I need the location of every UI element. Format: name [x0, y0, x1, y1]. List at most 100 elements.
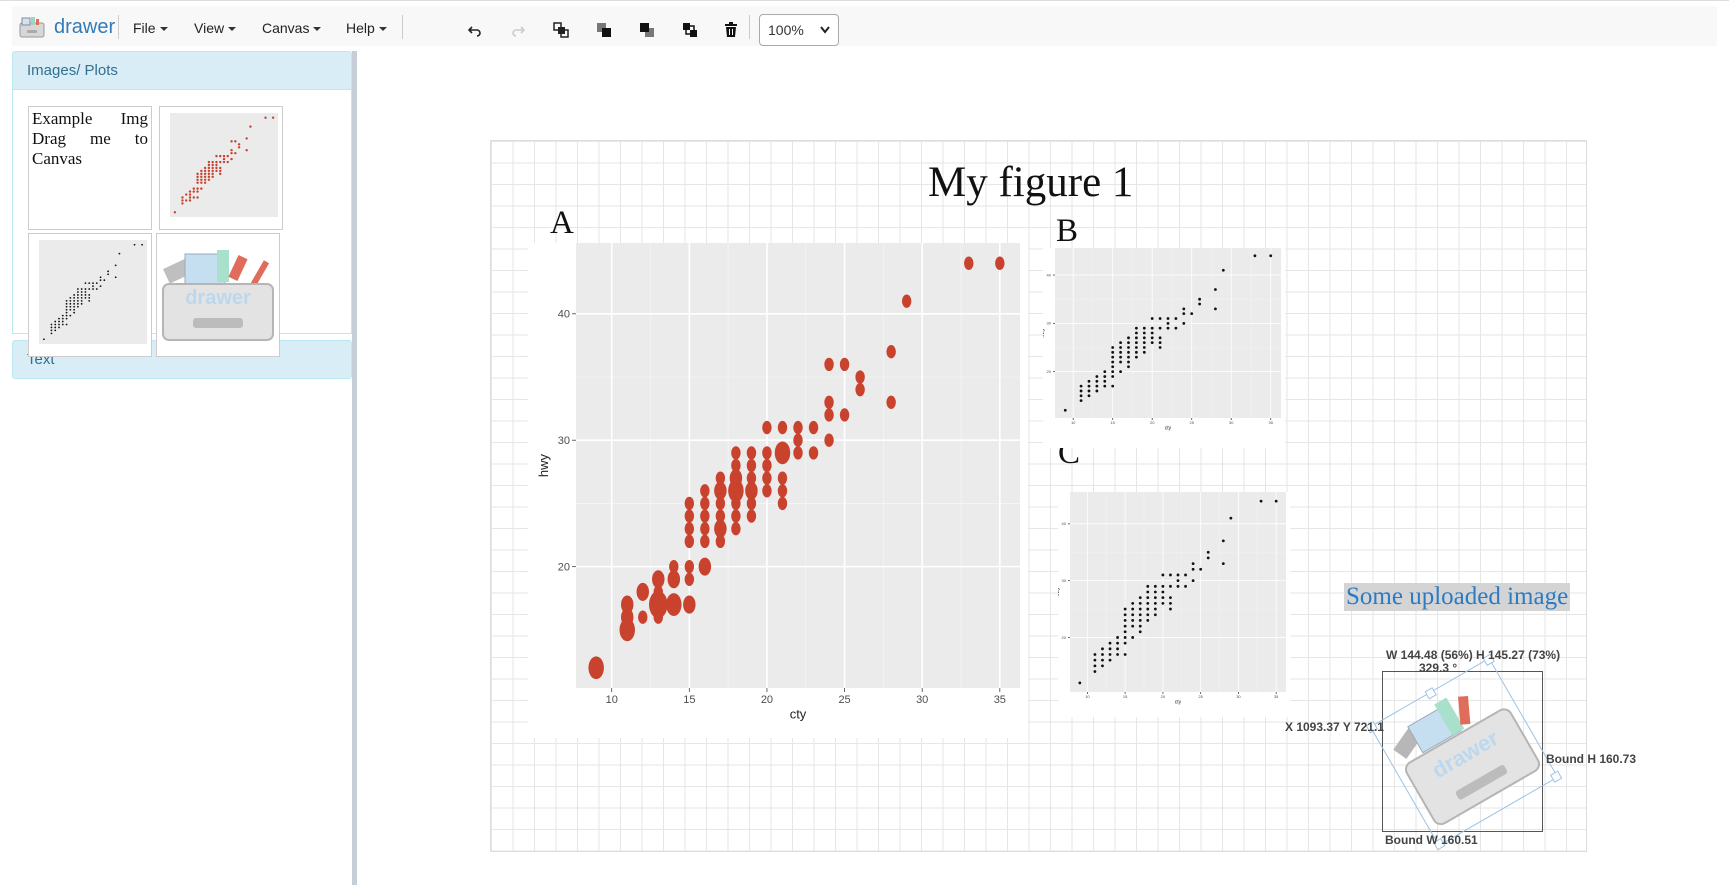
data-point — [1134, 336, 1138, 340]
data-point — [1131, 624, 1135, 628]
data-point — [1138, 630, 1142, 634]
data-point — [65, 311, 68, 314]
data-point — [50, 326, 53, 329]
red-scatter-thumbnail[interactable] — [159, 106, 283, 230]
toolbar: drawer File View Canvas Help 100% — [12, 6, 1717, 46]
data-point — [76, 288, 79, 290]
images-panel-header[interactable]: Images/ Plots — [12, 51, 352, 90]
zoom-select[interactable]: 100% — [759, 14, 839, 46]
data-point — [1169, 584, 1172, 588]
data-point — [1108, 641, 1112, 645]
scatter-plot-b[interactable]: 10 15 20 25 30 35 20 30 40 cty hwy — [1043, 248, 1285, 448]
scatter-plot-a[interactable]: 10 15 20 25 30 35 20 30 40 cty hwy — [528, 243, 1028, 738]
data-point — [84, 297, 87, 299]
data-point — [54, 326, 57, 329]
redo-icon — [512, 26, 525, 37]
bring-to-front-button[interactable] — [551, 20, 571, 40]
data-point — [192, 190, 195, 193]
chevron-down-icon — [313, 27, 322, 32]
data-point — [54, 320, 57, 323]
selected-image[interactable]: drawer — [1365, 653, 1563, 851]
data-point — [1134, 341, 1138, 345]
data-point — [1079, 394, 1083, 398]
x-tick-label: 35 — [994, 694, 1006, 706]
data-point — [181, 202, 184, 205]
data-point — [207, 169, 211, 173]
figure-title[interactable]: My figure 1 — [928, 159, 1134, 206]
data-point — [118, 252, 121, 255]
send-to-back-button[interactable] — [680, 20, 700, 40]
data-point — [107, 273, 110, 276]
data-point — [207, 178, 211, 181]
data-point — [1087, 384, 1091, 388]
data-point — [215, 160, 218, 164]
data-point — [1119, 346, 1122, 349]
data-point — [731, 509, 741, 523]
data-point — [1123, 607, 1127, 611]
black-scatter-thumbnail[interactable] — [28, 233, 152, 357]
data-point — [211, 172, 214, 176]
data-point — [50, 332, 53, 335]
data-point — [1150, 341, 1154, 345]
data-point — [1131, 613, 1135, 617]
data-point — [1190, 312, 1194, 316]
data-point — [1108, 647, 1112, 651]
data-point — [1176, 579, 1180, 583]
data-point — [69, 299, 72, 302]
data-point — [69, 297, 72, 299]
chevron-down-icon — [378, 27, 387, 32]
data-point — [698, 557, 712, 576]
data-point — [65, 317, 68, 320]
data-point — [1146, 607, 1150, 611]
data-point — [73, 297, 76, 299]
drawer-logo-thumbnail[interactable]: drawer — [156, 233, 280, 357]
send-backward-button[interactable] — [637, 20, 657, 40]
help-menu[interactable]: Help — [346, 20, 387, 36]
y-tick-label: 30 — [558, 435, 570, 447]
y-axis-label: hwy — [1058, 587, 1061, 596]
data-point — [1269, 254, 1273, 258]
panel-label-b[interactable]: B — [1056, 213, 1079, 249]
data-point — [192, 196, 195, 199]
y-tick-label: 20 — [1047, 369, 1052, 374]
data-point — [1131, 636, 1135, 639]
data-point — [715, 496, 726, 511]
data-point — [203, 181, 207, 184]
data-point — [200, 178, 203, 181]
file-menu[interactable]: File — [133, 20, 168, 36]
data-point — [61, 314, 64, 317]
panel-label-a[interactable]: A — [550, 205, 574, 241]
data-point — [793, 433, 803, 447]
data-point — [69, 302, 72, 305]
data-point — [207, 163, 211, 167]
undo-button[interactable] — [465, 20, 485, 40]
data-point — [1161, 573, 1165, 577]
view-menu[interactable]: View — [194, 20, 237, 36]
data-point — [777, 420, 788, 435]
data-point — [1142, 336, 1146, 340]
data-point — [1221, 268, 1225, 272]
data-point — [84, 294, 87, 296]
app-brand[interactable]: drawer — [18, 14, 115, 40]
example-image-thumbnail[interactable]: Example Img Drag me to Canvas — [28, 106, 152, 230]
data-point — [1146, 590, 1150, 594]
data-point — [1087, 379, 1091, 383]
redo-button[interactable] — [508, 20, 528, 40]
delete-button[interactable] — [721, 20, 741, 40]
data-point — [230, 149, 233, 152]
data-point — [1142, 326, 1146, 330]
data-point — [230, 151, 233, 155]
scatter-plot-c[interactable]: 10 15 20 25 30 35 20 30 40 cty hwy — [1058, 492, 1290, 717]
sidebar-resize-handle[interactable] — [352, 51, 357, 885]
bring-forward-button[interactable] — [594, 20, 614, 40]
data-point — [746, 509, 757, 523]
data-point — [69, 305, 72, 308]
data-point — [683, 595, 696, 614]
y-tick-label: 30 — [1062, 578, 1067, 583]
data-point — [264, 116, 267, 119]
data-point — [1087, 394, 1091, 398]
data-point — [1229, 516, 1233, 520]
toolbox-logo-icon: drawer — [162, 250, 274, 341]
canvas-menu[interactable]: Canvas — [262, 20, 322, 36]
uploaded-image-caption[interactable]: Some uploaded image — [1344, 583, 1571, 611]
